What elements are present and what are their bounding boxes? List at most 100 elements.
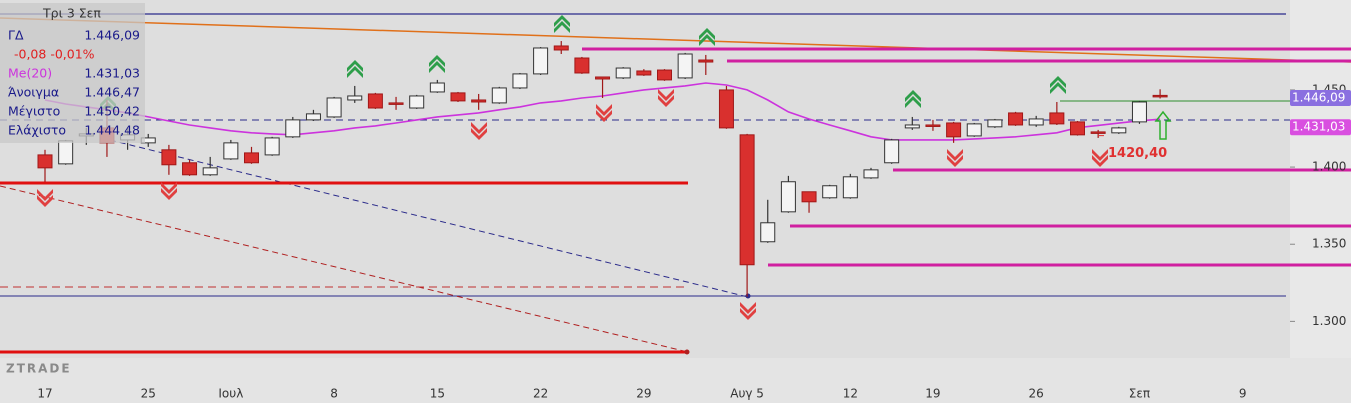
candle-body (347, 95, 363, 101)
anchor-dot (684, 349, 690, 355)
x-tick-label: 25 (141, 387, 156, 401)
anchor-dot (745, 293, 751, 299)
candle-body (615, 67, 631, 79)
trendline (0, 17, 1351, 63)
candle-body (760, 222, 776, 243)
y-tick-label: 1.350 (1312, 237, 1346, 251)
candle-body (409, 95, 425, 109)
candle-body (946, 122, 962, 138)
candle-body (925, 124, 941, 127)
info-change: -0,08 -0,01% (14, 47, 95, 62)
candle-body (1070, 121, 1085, 136)
up-arrow (1154, 110, 1172, 140)
sell-signal (161, 182, 177, 200)
candle-body (884, 139, 900, 164)
info-value: 1.431,03 (84, 66, 140, 81)
buy-signal (699, 28, 715, 46)
candle-body (37, 154, 53, 169)
candle-body (595, 76, 611, 80)
x-tick-label: 19 (925, 387, 940, 401)
x-tick-label: Ιουλ (218, 387, 243, 401)
candle-body (677, 53, 693, 79)
sell-signal (740, 302, 756, 320)
price-tag (1290, 119, 1351, 136)
buy-signal (347, 60, 363, 78)
sell-signal (947, 149, 963, 167)
candle-body (305, 113, 321, 121)
y-tick-label: 1.300 (1312, 314, 1346, 328)
candle-body (657, 69, 672, 81)
candle-body (450, 92, 466, 102)
x-tick-label: 15 (430, 387, 445, 401)
watermark: ZTRADE (6, 362, 72, 376)
info-value: 1.446,47 (84, 85, 140, 100)
candle-body (58, 140, 74, 165)
candle-body (182, 162, 198, 176)
info-label: Μέγιστο (8, 104, 60, 119)
candle-body (904, 124, 920, 129)
buy-signal (554, 15, 570, 33)
candle-body (264, 137, 280, 156)
buy-signal (1050, 76, 1066, 94)
candle-body (822, 185, 838, 199)
candle-body (1090, 131, 1106, 134)
candle-body (388, 102, 404, 105)
x-tick-label: Σεπ (1129, 387, 1150, 401)
x-tick-label: 8 (330, 387, 338, 401)
candle-body (202, 167, 218, 176)
candle-body (533, 47, 549, 75)
info-date: Τρι 3 Σεπ (42, 6, 101, 21)
candle-body (842, 176, 858, 199)
sell-signal (471, 122, 487, 140)
annotation: 1420,40 (1108, 146, 1167, 161)
candle-body (574, 57, 590, 74)
price-axis-bg (1290, 0, 1351, 403)
y-tick-label: 1.400 (1312, 160, 1346, 174)
candle-body (718, 89, 734, 129)
x-tick-label: 29 (636, 387, 651, 401)
candle-body (553, 45, 569, 51)
candle-body (161, 149, 177, 166)
candle-body (223, 142, 239, 160)
time-axis-bg (0, 358, 1351, 403)
candle-body (285, 119, 301, 138)
candle-body (863, 169, 879, 179)
candle-body (801, 191, 817, 203)
candle-body (367, 93, 383, 109)
info-value: 1.450,42 (84, 104, 140, 119)
info-label: ΓΔ (8, 28, 24, 43)
x-tick-label: Αυγ 5 (730, 387, 764, 401)
info-box: Τρι 3 Σεπ ΓΔ 1.446,09 -0,08 -0,01% Me(20… (0, 3, 145, 143)
candle-body (1049, 112, 1065, 125)
candle-body (491, 87, 507, 104)
sell-signal (37, 189, 53, 207)
x-tick-label: 17 (37, 387, 52, 401)
candle-body (1111, 127, 1127, 134)
plot (37, 41, 1168, 297)
sell-signal (596, 104, 612, 122)
candle-body (326, 97, 342, 118)
candle-body (780, 181, 796, 213)
x-tick-label: 12 (843, 387, 858, 401)
info-label: Me(20) (8, 66, 52, 81)
price-tag-label: 1.446,09 (1292, 90, 1345, 104)
candle-body (1131, 101, 1147, 123)
candle-body (1008, 112, 1024, 126)
sell-signal (1092, 149, 1108, 167)
buy-signal (429, 55, 445, 73)
x-tick-label: 26 (1029, 387, 1044, 401)
price-tag-label: 1.431,03 (1292, 120, 1345, 134)
candle-body (244, 152, 259, 164)
candle-body (429, 82, 445, 93)
candle-body (987, 119, 1003, 128)
candle-body (1152, 94, 1168, 98)
info-label: Άνοιγμα (8, 85, 59, 100)
info-label: Ελάχιστο (8, 123, 66, 138)
x-tick-label: 22 (533, 387, 548, 401)
info-value: 1.444,48 (84, 123, 140, 138)
trendline-dashed (0, 185, 689, 353)
drawings (0, 13, 1351, 355)
